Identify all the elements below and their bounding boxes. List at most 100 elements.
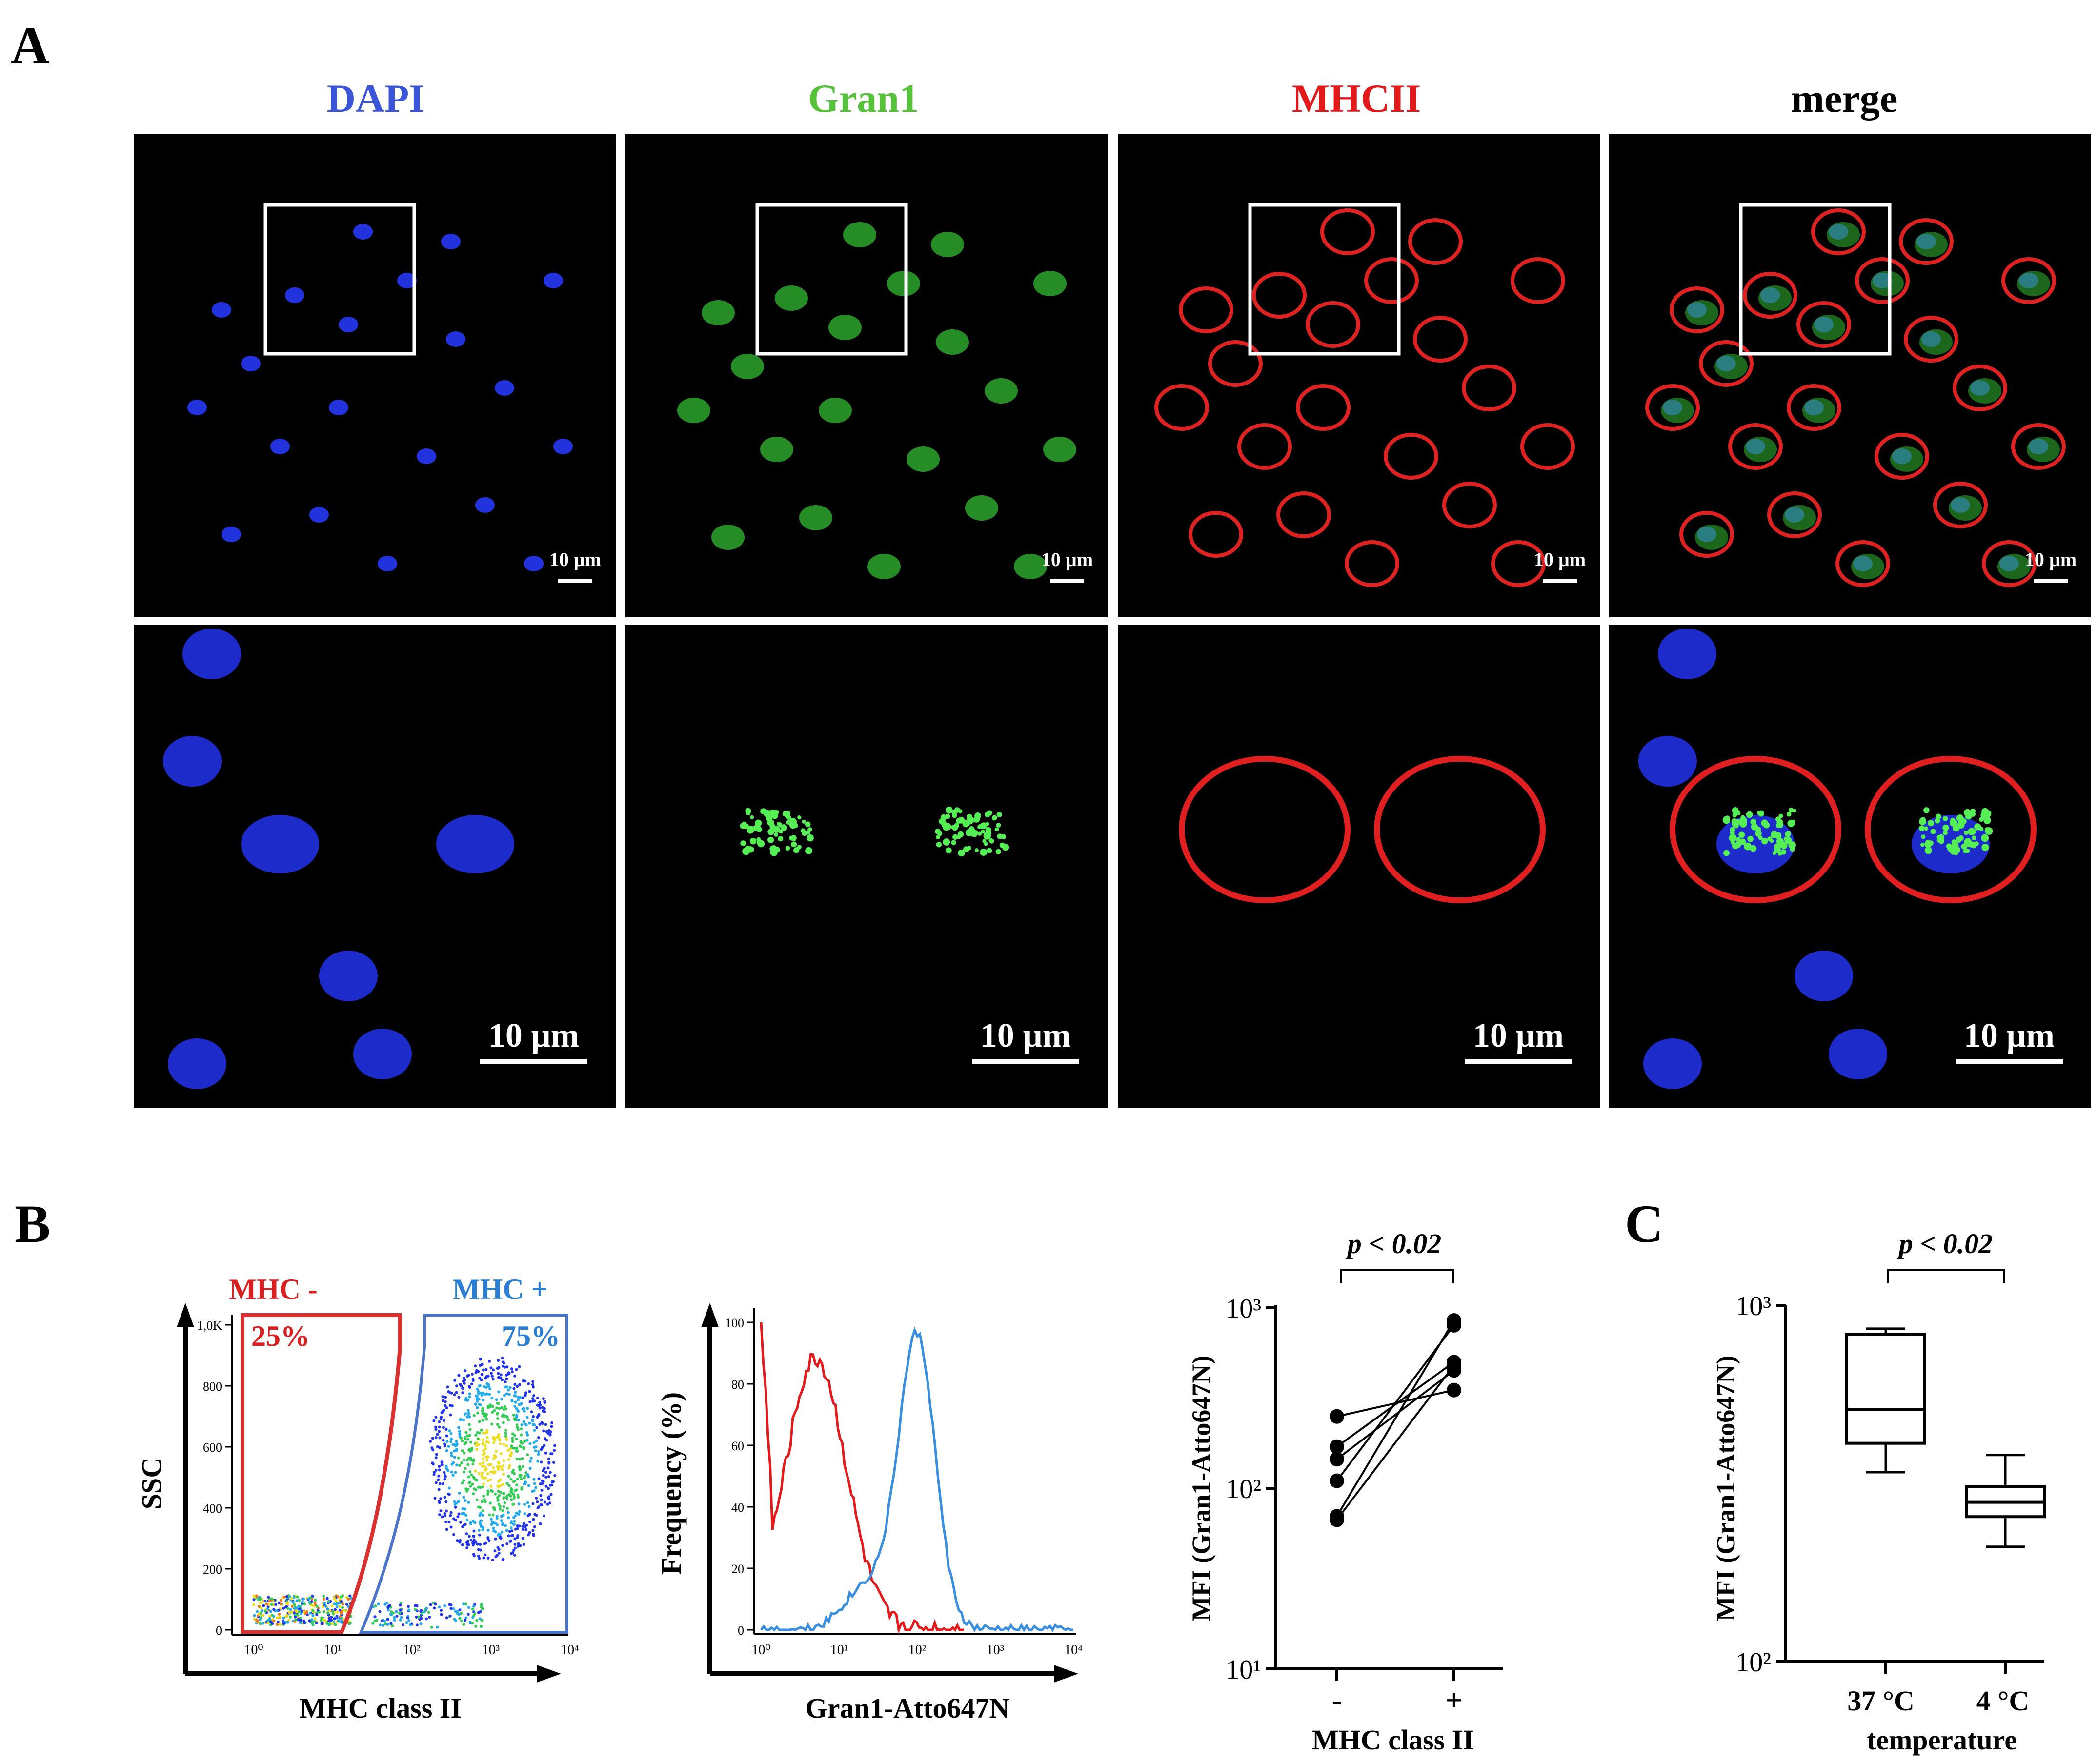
channel-title-gran1: Gran1 [808, 76, 919, 121]
granule [805, 847, 813, 854]
granule [1746, 811, 1753, 818]
granule [766, 814, 773, 822]
cell-membrane [1408, 218, 1463, 265]
nucleus [553, 439, 573, 454]
granule-cluster [799, 505, 832, 530]
scale-bar-label: 10 µm [549, 548, 601, 570]
granule [757, 840, 765, 848]
granule [1722, 816, 1731, 824]
granule [776, 822, 781, 826]
granule [1785, 831, 1791, 837]
granule [952, 812, 957, 818]
cell-membrane [1796, 301, 1851, 348]
granule [1935, 818, 1940, 824]
paired-point [1330, 1409, 1344, 1424]
granule [991, 815, 997, 821]
cell-membrane [1511, 257, 1565, 304]
nucleus [524, 556, 544, 571]
micrograph-merge-zoom: 10 µm [1609, 625, 2091, 1108]
granule [1968, 828, 1976, 836]
cell-membrane [1982, 540, 2037, 587]
cell-membrane [1645, 384, 1700, 431]
granule [1757, 811, 1762, 815]
nucleus [353, 224, 373, 240]
nucleus [495, 380, 514, 396]
paired-line [1336, 1364, 1455, 1521]
granule-cluster [1827, 222, 1860, 247]
granule [957, 835, 961, 839]
granule [1928, 820, 1935, 827]
granule-cluster [1033, 271, 1067, 296]
paired-point [1330, 1512, 1344, 1527]
scale-bar-label: 10 µm [980, 1017, 1071, 1054]
histogram-line-mhc-pos [760, 1326, 1073, 1633]
paired-point [1330, 1473, 1344, 1488]
granule [1950, 817, 1956, 823]
cell-membrane [1728, 423, 1783, 470]
granule [1761, 837, 1768, 845]
granule-cluster [843, 222, 876, 247]
panel-letter-a: A [11, 16, 50, 75]
cell-membrane [1865, 756, 2037, 903]
granule [782, 811, 788, 817]
dotplot-ytick-label: 600 [203, 1440, 222, 1455]
cell-membrane [1252, 272, 1307, 319]
histogram-xlabel: Gran1-Atto647N [806, 1692, 1010, 1724]
granule [996, 823, 1001, 828]
granule [945, 813, 950, 819]
nucleus [339, 317, 358, 332]
granule [1936, 838, 1941, 843]
granule-cluster [702, 300, 735, 325]
cell-membrane [1811, 208, 1866, 255]
histogram-ytick-label: 100 [725, 1316, 744, 1330]
granule [994, 827, 999, 832]
granule [954, 807, 960, 813]
box-iqr [1845, 1333, 1926, 1445]
granule [797, 815, 802, 820]
granule [1963, 809, 1971, 816]
granule [983, 841, 988, 846]
granule [996, 811, 1002, 818]
nucleus [222, 527, 241, 542]
nucleus [417, 448, 436, 464]
nucleus [397, 273, 417, 288]
granule [1924, 847, 1932, 854]
granule [1790, 847, 1795, 852]
granule-cluster [1968, 378, 2001, 404]
granule [1778, 813, 1783, 818]
granule [1729, 834, 1737, 842]
granule [755, 819, 762, 827]
granule [938, 818, 945, 825]
histogram-xtick-label: 10³ [987, 1642, 1004, 1658]
cell-membrane [1904, 316, 1958, 363]
granule [1961, 818, 1967, 824]
nucleus [212, 302, 231, 318]
granule [789, 821, 797, 829]
nucleus [241, 815, 319, 873]
cell-membrane [1520, 423, 1575, 470]
nucleus [241, 356, 261, 371]
granule-cluster [1014, 554, 1047, 579]
granule [1788, 807, 1794, 813]
histogram-ytick-label: 20 [731, 1562, 744, 1576]
box-xlabel: temperature [1867, 1724, 2017, 1756]
granule [973, 816, 980, 823]
histogram-ytick-label: 40 [731, 1500, 744, 1515]
cell-membrane [1787, 384, 1841, 431]
granule [786, 815, 791, 820]
granule-cluster [1915, 232, 1948, 257]
histogram-xtick-label: 10² [908, 1642, 926, 1658]
cell-membrane [1384, 433, 1438, 480]
paired-category-pos: + [1445, 1684, 1462, 1717]
dotplot-ytick-label: 200 [203, 1562, 222, 1577]
paired-ytick-label: 10¹ [1226, 1655, 1261, 1685]
paired-significance-bracket [1340, 1269, 1454, 1283]
dotplot-xtick-label: 10⁴ [561, 1642, 579, 1658]
histogram-ytick-label: 0 [738, 1623, 744, 1638]
granule [968, 826, 975, 833]
granule-cluster [1695, 525, 1728, 550]
granule [1936, 835, 1941, 840]
granule [767, 828, 775, 835]
gate-pct-pos: 75% [502, 1320, 560, 1352]
cell-membrane [1374, 756, 1546, 903]
